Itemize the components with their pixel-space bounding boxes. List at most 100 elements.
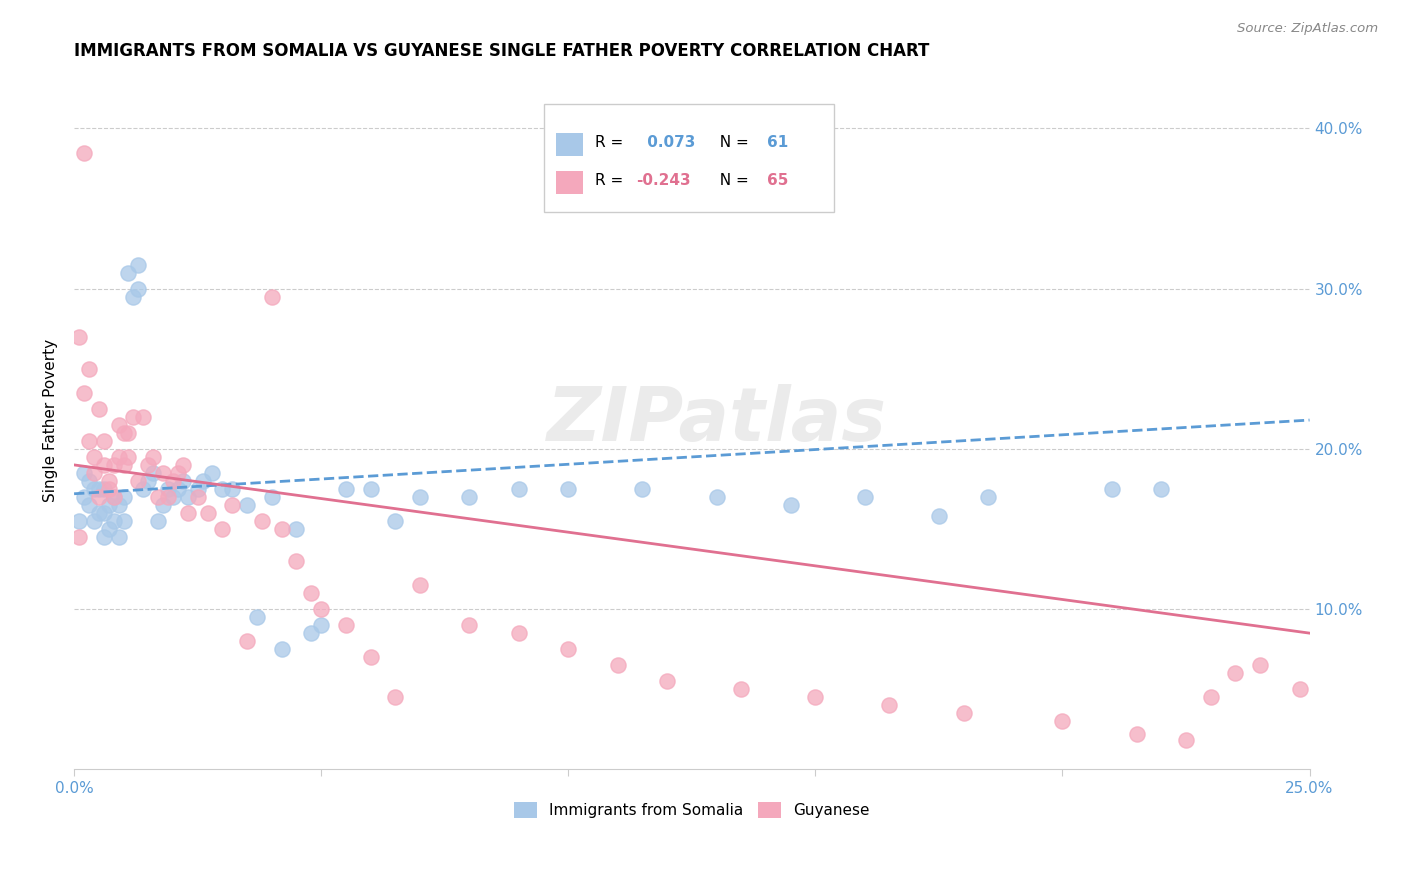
Point: [136, 458, 159, 472]
Point: [221, 498, 243, 512]
Point: [977, 490, 1000, 504]
Point: [87, 490, 110, 504]
Point: [67, 514, 90, 528]
Point: [508, 482, 530, 496]
Point: [112, 490, 135, 504]
Point: [93, 482, 115, 496]
Point: [804, 690, 827, 705]
Point: [83, 514, 105, 528]
Point: [167, 482, 190, 496]
Point: [187, 482, 209, 496]
Point: [83, 450, 105, 464]
Point: [557, 642, 579, 657]
Point: [83, 466, 105, 480]
Point: [162, 490, 184, 504]
Point: [360, 482, 382, 496]
Point: [87, 506, 110, 520]
Point: [928, 509, 950, 524]
Point: [156, 482, 179, 496]
FancyBboxPatch shape: [555, 171, 583, 194]
Point: [779, 498, 801, 512]
Point: [146, 490, 169, 504]
Point: [97, 522, 120, 536]
Point: [107, 498, 129, 512]
Point: [201, 466, 224, 480]
Point: [260, 290, 283, 304]
Point: [77, 474, 100, 488]
Point: [1199, 690, 1222, 705]
Point: [458, 618, 481, 632]
Point: [177, 490, 200, 504]
Point: [211, 522, 233, 536]
Text: N =: N =: [710, 173, 754, 188]
Point: [132, 482, 155, 496]
Point: [270, 522, 292, 536]
Text: -0.243: -0.243: [636, 173, 690, 188]
Point: [77, 361, 100, 376]
Point: [309, 618, 332, 632]
Point: [384, 690, 406, 705]
Point: [730, 682, 752, 697]
Point: [142, 450, 165, 464]
Point: [172, 474, 194, 488]
Point: [177, 506, 200, 520]
Point: [97, 482, 120, 496]
Point: [952, 706, 974, 721]
Point: [77, 498, 100, 512]
Point: [107, 450, 129, 464]
Point: [103, 490, 125, 504]
Point: [152, 498, 174, 512]
Point: [127, 474, 149, 488]
Point: [197, 506, 219, 520]
Point: [1150, 482, 1173, 496]
Point: [117, 266, 139, 280]
Point: [335, 482, 357, 496]
Point: [103, 458, 125, 472]
Point: [250, 514, 273, 528]
Point: [285, 554, 308, 568]
Point: [1288, 682, 1310, 697]
Point: [112, 458, 135, 472]
Point: [167, 466, 190, 480]
Point: [360, 650, 382, 665]
Point: [236, 634, 259, 648]
Point: [132, 409, 155, 424]
Point: [191, 474, 214, 488]
Text: 0.073: 0.073: [643, 135, 696, 150]
FancyBboxPatch shape: [555, 133, 583, 156]
Point: [172, 458, 194, 472]
Point: [107, 530, 129, 544]
Point: [152, 466, 174, 480]
Point: [606, 658, 628, 673]
Point: [73, 490, 96, 504]
Point: [117, 425, 139, 440]
Point: [1175, 733, 1198, 747]
Point: [67, 530, 90, 544]
Point: [246, 610, 269, 624]
Point: [557, 482, 579, 496]
Point: [458, 490, 481, 504]
Point: [103, 490, 125, 504]
Point: [146, 514, 169, 528]
Point: [156, 490, 179, 504]
Point: [112, 425, 135, 440]
Text: IMMIGRANTS FROM SOMALIA VS GUYANESE SINGLE FATHER POVERTY CORRELATION CHART: IMMIGRANTS FROM SOMALIA VS GUYANESE SING…: [75, 42, 929, 60]
Point: [73, 466, 96, 480]
Point: [853, 490, 876, 504]
Point: [879, 698, 901, 713]
Point: [67, 330, 90, 344]
Point: [1101, 482, 1123, 496]
Point: [655, 674, 678, 689]
Text: 65: 65: [768, 173, 789, 188]
Point: [508, 626, 530, 640]
Text: R =: R =: [596, 135, 628, 150]
Point: [93, 458, 115, 472]
Point: [103, 514, 125, 528]
FancyBboxPatch shape: [544, 103, 834, 211]
Point: [285, 522, 308, 536]
Point: [83, 482, 105, 496]
Point: [122, 290, 145, 304]
Point: [260, 490, 283, 504]
Point: [73, 385, 96, 400]
Point: [112, 514, 135, 528]
